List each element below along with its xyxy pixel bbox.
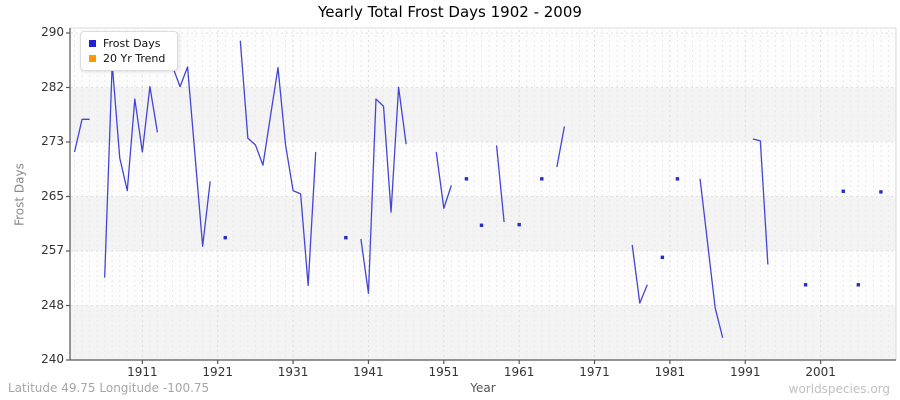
y-tick-label: 257 bbox=[41, 243, 64, 257]
frost-days-line-segment bbox=[171, 66, 211, 247]
y-axis-title: Frost Days bbox=[12, 163, 27, 226]
x-tick-label: 1911 bbox=[127, 365, 158, 379]
plot-band bbox=[70, 305, 896, 360]
frost-days-point bbox=[841, 189, 845, 193]
y-tick-label: 248 bbox=[41, 297, 64, 312]
x-tick-label: 2001 bbox=[805, 365, 836, 379]
x-tick-label: 1991 bbox=[729, 365, 761, 379]
frost-days-point bbox=[517, 222, 521, 227]
frost-days-point bbox=[464, 177, 469, 181]
legend-item-label: 20 Yr Trend bbox=[103, 52, 166, 65]
frost-days-point bbox=[660, 255, 665, 260]
frost-days-line-segment bbox=[104, 63, 159, 278]
legend: Frost Days 20 Yr Trend bbox=[80, 31, 179, 71]
frost-days-line-segment bbox=[239, 40, 317, 287]
y-tick-label: 282 bbox=[41, 79, 64, 94]
x-tick-label: 1971 bbox=[579, 365, 610, 379]
frost-days-line-segment bbox=[73, 118, 90, 153]
y-tick-label: 290 bbox=[41, 25, 64, 39]
frost-days-line-segment bbox=[556, 126, 566, 168]
plot-band bbox=[70, 33, 896, 88]
frost-days-point bbox=[856, 283, 861, 287]
x-tick-label: 1961 bbox=[503, 365, 535, 379]
x-axis-title: Year bbox=[470, 381, 496, 395]
legend-swatch-icon bbox=[89, 55, 96, 62]
footnote-coordinates: Latitude 49.75 Longitude -100.75 bbox=[8, 381, 210, 395]
frost-days-point bbox=[223, 236, 227, 240]
plot-band bbox=[70, 87, 896, 142]
chart-title: Yearly Total Frost Days 1902 - 2009 bbox=[318, 3, 582, 21]
y-tick-label: 265 bbox=[41, 188, 64, 203]
frost-days-point bbox=[479, 223, 484, 227]
frost-days-point bbox=[675, 177, 680, 181]
x-tick-label: 1951 bbox=[428, 365, 460, 379]
x-tick-label: 1931 bbox=[277, 365, 309, 379]
y-tick-label: 273 bbox=[41, 134, 64, 148]
x-tick-label: 1981 bbox=[654, 365, 686, 379]
plot-band bbox=[70, 251, 896, 306]
plot-band bbox=[70, 142, 896, 197]
frost-days-line-segment bbox=[360, 86, 407, 294]
frost-days-line-segment bbox=[435, 151, 452, 209]
x-tick-label: 1921 bbox=[202, 365, 233, 379]
frost-days-point bbox=[803, 283, 808, 287]
frost-days-line-segment bbox=[752, 138, 769, 265]
legend-item-label: Frost Days bbox=[103, 37, 161, 50]
frost-days-point bbox=[879, 190, 883, 194]
frost-days-line-segment bbox=[495, 145, 505, 223]
frost-days-line-segment bbox=[631, 244, 648, 304]
x-tick-label: 1941 bbox=[353, 365, 384, 379]
legend-item: 20 Yr Trend bbox=[89, 52, 165, 65]
legend-swatch-icon bbox=[89, 40, 96, 47]
watermark: worldspecies.org bbox=[788, 382, 890, 396]
legend-item: Frost Days bbox=[89, 37, 165, 50]
frost-days-point bbox=[540, 177, 544, 181]
y-tick-label: 240 bbox=[41, 352, 64, 366]
frost-days-point bbox=[344, 236, 348, 240]
frost-days-line-segment bbox=[699, 178, 724, 338]
